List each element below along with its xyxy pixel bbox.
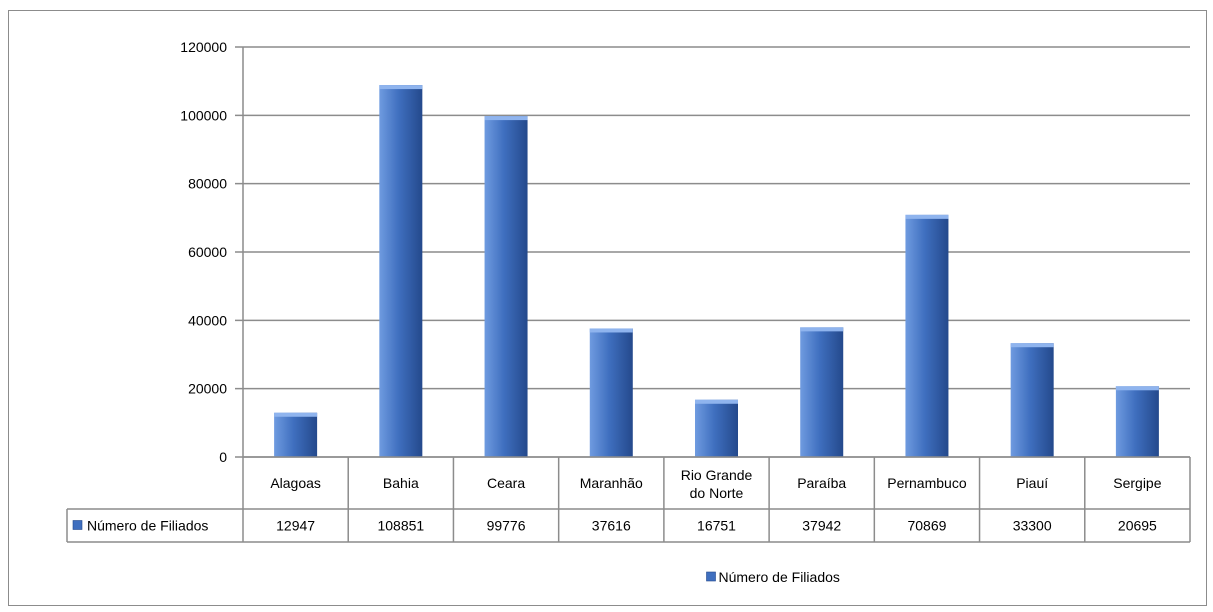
y-tick-label: 60000 bbox=[188, 244, 227, 260]
row-header-label: Número de Filiados bbox=[87, 518, 208, 534]
legend-key bbox=[706, 571, 716, 582]
bar-top-highlight bbox=[589, 328, 633, 333]
value-label: 20695 bbox=[1118, 518, 1157, 534]
category-label: Ceara bbox=[487, 475, 525, 491]
bar-top-highlight bbox=[484, 116, 528, 121]
category-label: Pernambuco bbox=[887, 475, 967, 491]
y-tick-label: 120000 bbox=[180, 39, 227, 55]
bar-body bbox=[695, 399, 738, 457]
category-label: Piauí bbox=[1016, 475, 1048, 491]
value-label: 70869 bbox=[907, 518, 946, 534]
category-label: Maranhão bbox=[580, 475, 643, 491]
bar-body bbox=[589, 328, 633, 457]
y-tick-label: 40000 bbox=[188, 312, 227, 328]
bar-top-highlight bbox=[274, 412, 318, 417]
category-label: Rio Grande do Norte bbox=[681, 467, 753, 501]
value-label: 37616 bbox=[592, 518, 631, 534]
y-tick-label: 0 bbox=[219, 449, 227, 465]
value-label: 37942 bbox=[802, 518, 841, 534]
bar-body bbox=[1115, 386, 1159, 457]
y-axis-ticks: 0 20000 40000 60000 80000 100000 120000 bbox=[180, 39, 227, 465]
y-tick-label: 100000 bbox=[180, 107, 227, 123]
value-label: 33300 bbox=[1013, 518, 1052, 534]
chart-frame: 0 20000 40000 60000 80000 100000 120000 Alagoa… bbox=[8, 10, 1207, 606]
bar-top-highlight bbox=[905, 214, 949, 219]
bar-body bbox=[1010, 343, 1054, 457]
category-label: Alagoas bbox=[270, 475, 321, 491]
category-label: Sergipe bbox=[1113, 475, 1161, 491]
category-label: Bahia bbox=[383, 475, 419, 491]
category-label: Paraíba bbox=[797, 475, 846, 491]
value-label: 108851 bbox=[377, 518, 424, 534]
bar bbox=[484, 116, 528, 457]
legend-label: Número de Filiados bbox=[719, 569, 840, 585]
bar-body bbox=[274, 412, 318, 457]
bar-body bbox=[905, 214, 949, 457]
y-tick-label: 20000 bbox=[188, 381, 227, 397]
bar bbox=[695, 399, 738, 457]
bar-top-highlight bbox=[379, 85, 423, 90]
bar bbox=[379, 85, 423, 458]
y-tick-label: 80000 bbox=[188, 176, 227, 192]
bar-top-highlight bbox=[1010, 343, 1054, 348]
bar-body bbox=[379, 85, 423, 458]
bar bbox=[905, 214, 949, 457]
bar-top-highlight bbox=[695, 399, 738, 404]
bar-top-highlight bbox=[1115, 386, 1159, 391]
bar-chart: 0 20000 40000 60000 80000 100000 120000 Alagoa… bbox=[66, 39, 1191, 585]
bars bbox=[274, 85, 1159, 458]
bar bbox=[1010, 343, 1054, 457]
value-label: 99776 bbox=[487, 518, 526, 534]
bar-body bbox=[484, 116, 528, 457]
data-table: Alagoas Bahia Ceara Maranhão Rio Grande do No… bbox=[66, 456, 1191, 543]
value-label: 16751 bbox=[697, 518, 736, 534]
bar bbox=[1115, 386, 1159, 457]
bar bbox=[274, 412, 318, 457]
value-label: 12947 bbox=[276, 518, 315, 534]
bar-body bbox=[800, 327, 844, 457]
bar bbox=[589, 328, 633, 457]
bar bbox=[800, 327, 844, 457]
legend: Número de Filiados bbox=[706, 569, 840, 585]
bar-top-highlight bbox=[800, 327, 844, 332]
row-legend-key bbox=[72, 520, 83, 530]
